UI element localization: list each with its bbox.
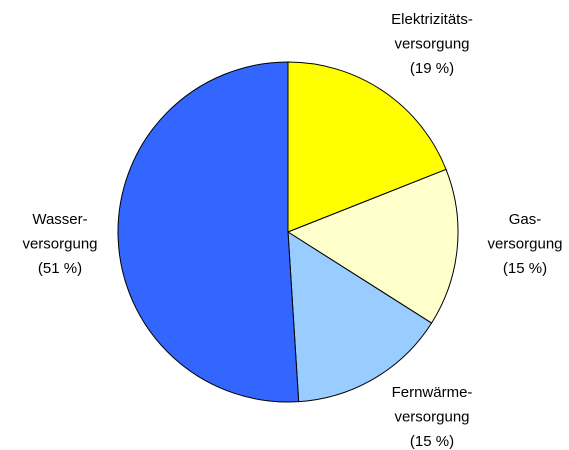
slice-label: Gas-: [509, 211, 542, 228]
slice-label: Fernwärme-: [392, 384, 473, 401]
slice-label: versorgung: [394, 408, 469, 425]
pie-slice: [286, 168, 459, 324]
slice-label: versorgung: [394, 35, 469, 52]
pie-slice: [287, 231, 433, 403]
slice-label: versorgung: [22, 235, 97, 252]
slice-value-label: (15 %): [503, 260, 547, 277]
slice-value-label: (15 %): [410, 433, 454, 450]
pie-slice: [117, 61, 300, 403]
slice-value-label: (51 %): [38, 260, 82, 277]
slice-label: versorgung: [487, 235, 562, 252]
slice-value-label: (19 %): [410, 60, 454, 77]
slice-label: Elektrizitäts-: [391, 11, 473, 28]
pie-slice: [287, 61, 447, 233]
slice-label: Wasser-: [32, 211, 87, 228]
